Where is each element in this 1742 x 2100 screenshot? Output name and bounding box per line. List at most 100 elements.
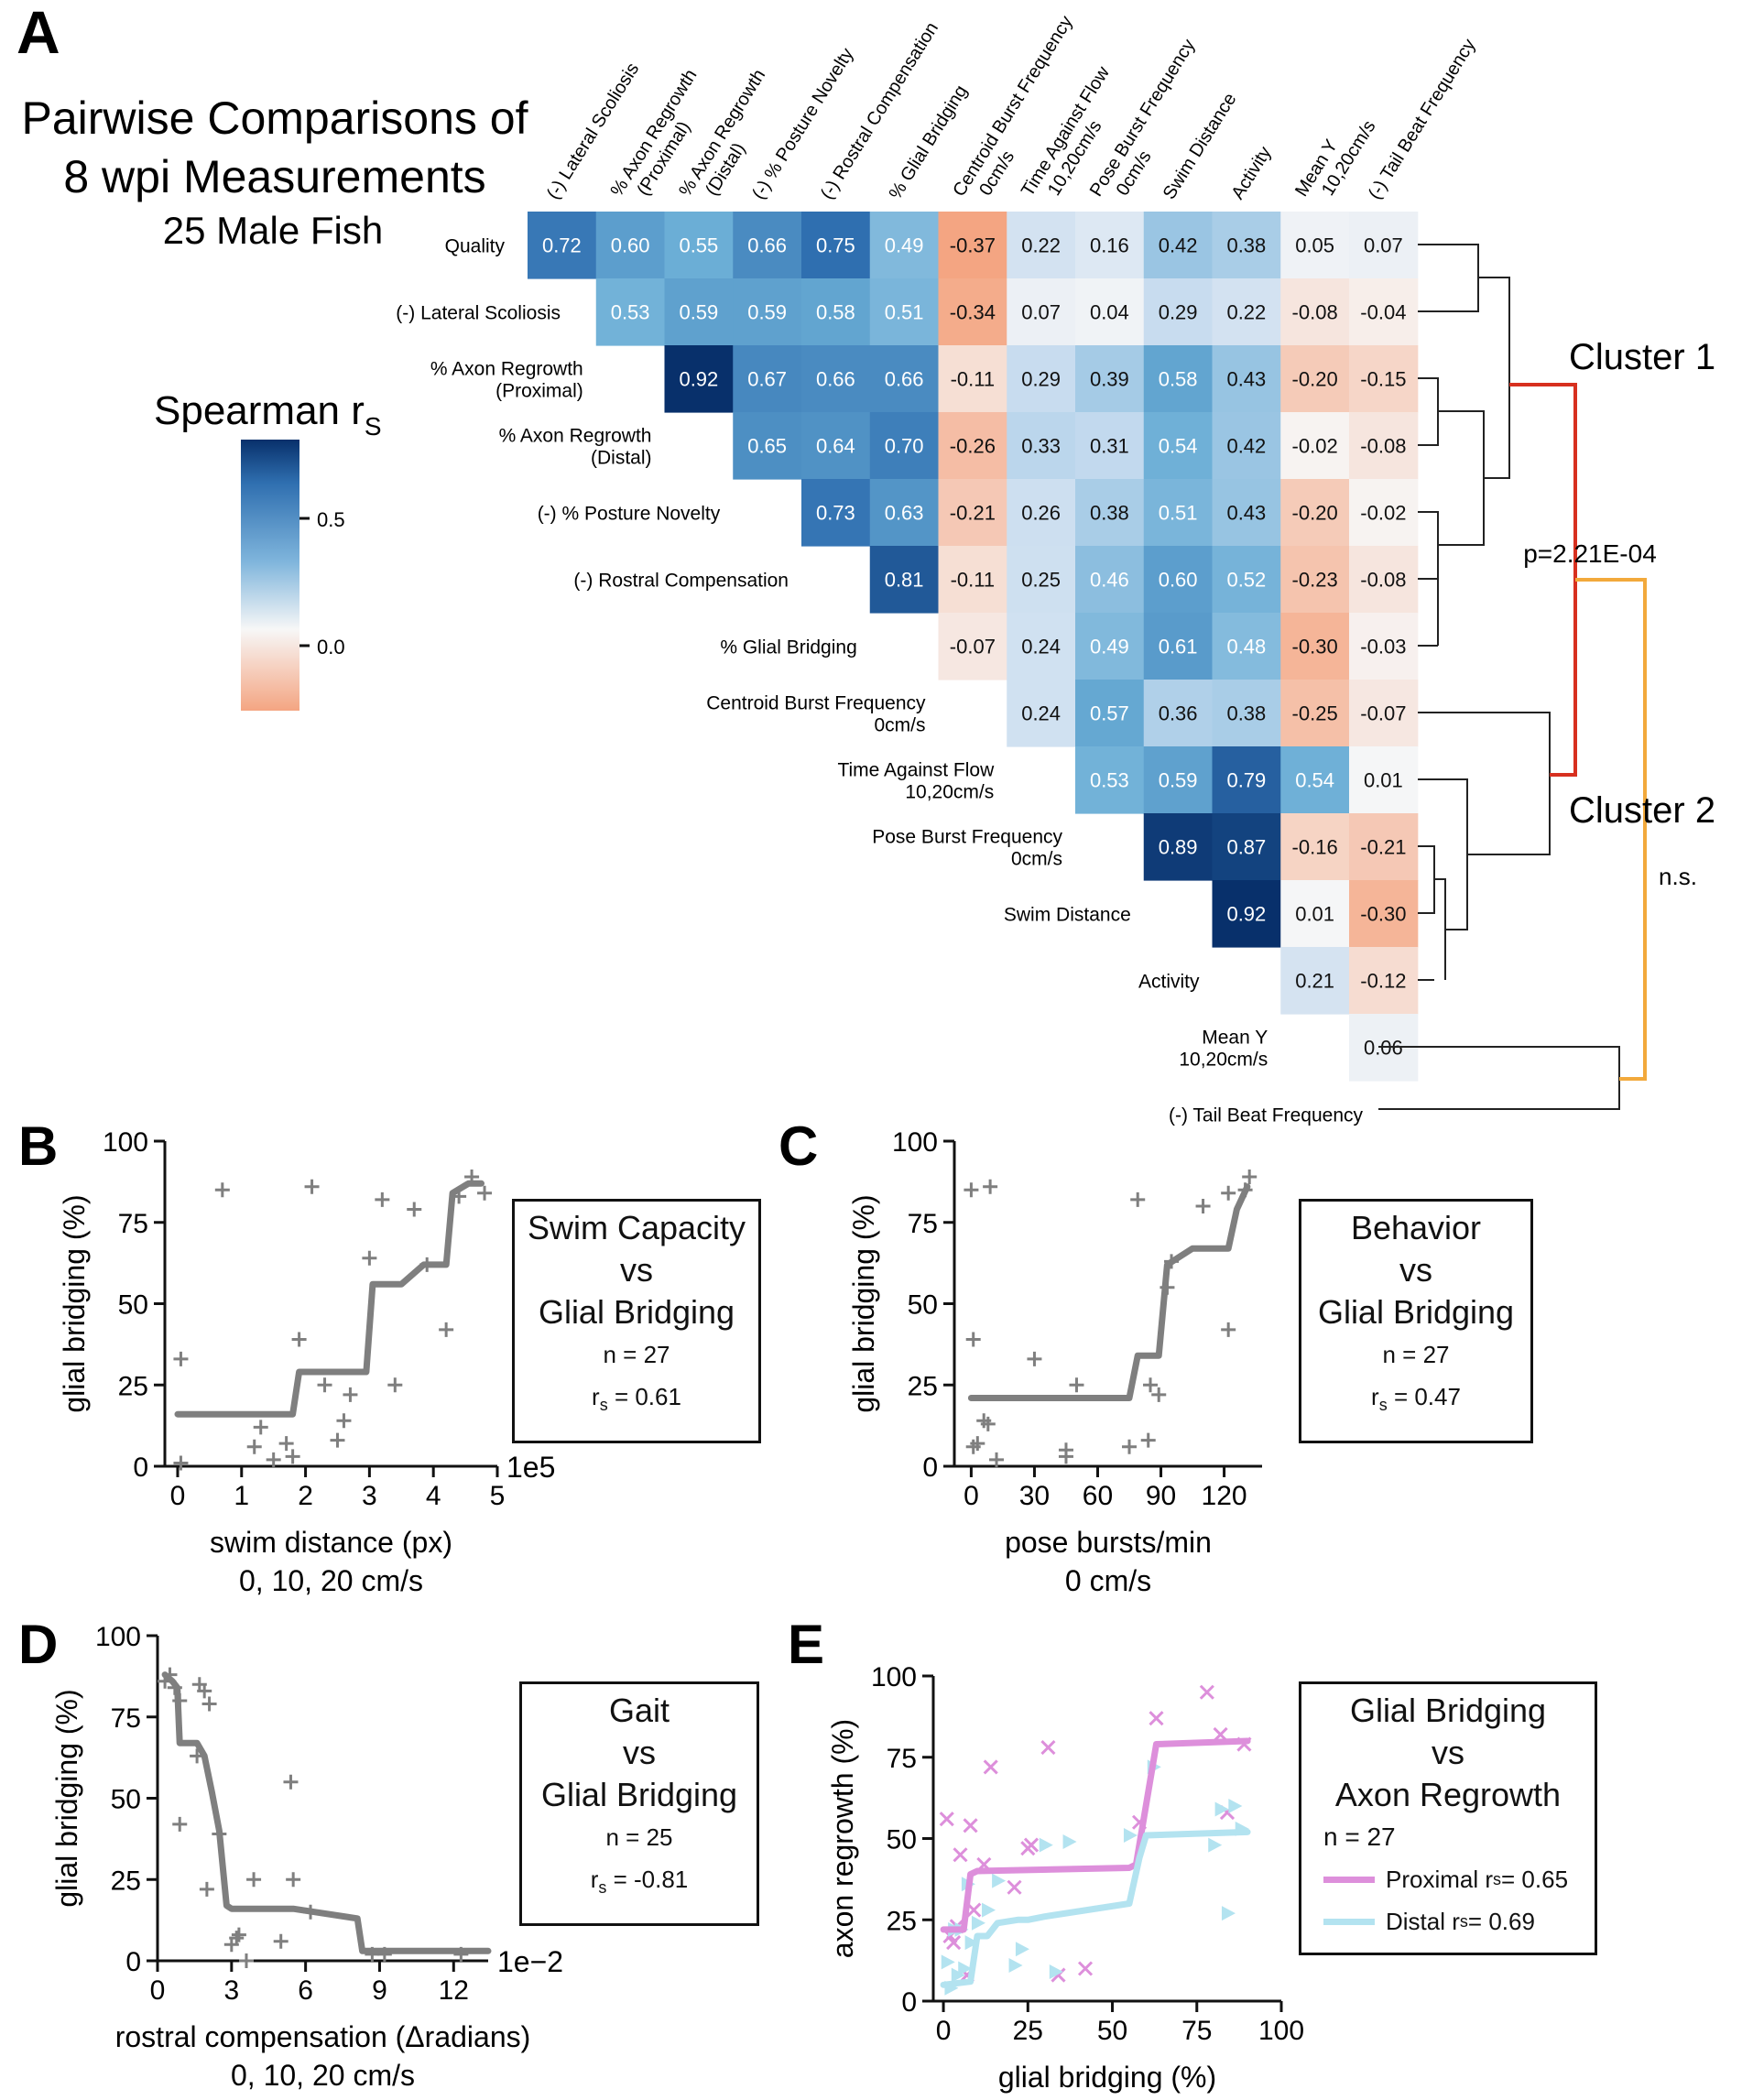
data-point: [1140, 1432, 1156, 1448]
data-point: [1058, 1442, 1073, 1458]
x-tick-label: 4: [426, 1481, 441, 1511]
title-line-1: Pairwise Comparisons of: [22, 92, 528, 144]
heatmap-cell-value: 0.51: [885, 301, 924, 324]
heatmap-cell: [1280, 947, 1350, 1015]
heatmap-row-label: Activity: [1138, 972, 1200, 993]
heatmap-cell-value: 0.07: [1021, 301, 1061, 324]
panel-c-info-box: Behavior vs Glial Bridging n = 27 rs = 0…: [1299, 1199, 1533, 1443]
heatmap-cell: [1143, 212, 1214, 279]
column-label-line: Activity: [1227, 143, 1275, 202]
heatmap-cell-value: 0.49: [1090, 636, 1129, 658]
panel-label-e: E: [788, 1614, 824, 1675]
data-point: [283, 1774, 299, 1790]
data-point: [970, 1436, 985, 1452]
heatmap-row-label: Mean Y 10,20cm/s: [1179, 1028, 1268, 1071]
heatmap-cell-value: 0.59: [1159, 769, 1198, 792]
heatmap-cell: [801, 479, 871, 547]
heatmap-cell-value: 0.72: [542, 234, 582, 257]
data-point: [1228, 1799, 1243, 1813]
heatmap-cell-value: -0.07: [950, 636, 996, 658]
heatmap-cell: [938, 546, 1007, 614]
heatmap-cell-value: 0.46: [1090, 569, 1129, 592]
data-point: [1221, 1185, 1236, 1201]
row-label-line: % Axon Regrowth: [430, 359, 583, 380]
heatmap-cell-value: 0.66: [816, 368, 855, 391]
row-label-line: (-) Tail Beat Frequency: [1169, 1105, 1364, 1126]
y-tick-label: 0: [133, 1453, 148, 1483]
dendrogram-branch: [1438, 410, 1485, 546]
panel-d-scatter: 0 3 6 9 12 0 25 50 75 100 1e−2 rostral compensation…: [50, 1622, 563, 2092]
dendrogram-branch: [1418, 377, 1439, 446]
heatmap-cell: [664, 278, 734, 346]
x-tick-label: 0: [964, 1481, 979, 1511]
heatmap-cell: [1280, 880, 1350, 948]
heatmap-cell: [938, 345, 1007, 413]
heatmap-cell-value: 0.81: [885, 569, 924, 592]
heatmap-cell-value: 0.31: [1090, 435, 1129, 458]
heatmap-cell: [1212, 680, 1281, 747]
data-point: [965, 1332, 981, 1347]
heatmap: 0.72 0.60 0.55 0.66 0.75 0.49 -0.37 0.22 0.16 0.4…: [528, 212, 1419, 1082]
heatmap-cell: [869, 278, 940, 346]
data-point: [231, 1927, 246, 1942]
y-tick-label: 75: [111, 1703, 141, 1734]
y-tick-label: 100: [871, 1662, 917, 1692]
heatmap-cell: [733, 212, 802, 279]
data-point: [1195, 1199, 1211, 1213]
heatmap-cell: [1212, 345, 1281, 413]
data-point: [407, 1202, 422, 1217]
heatmap-cell: [1349, 613, 1419, 680]
y-tick-label: 50: [118, 1290, 148, 1321]
x-axis-label-secondary: 0 cm/s: [1065, 1564, 1151, 1597]
heatmap-cell-value: 0.01: [1295, 903, 1334, 926]
heatmap-row-label: Centroid Burst Frequency 0cm/s: [706, 693, 926, 736]
heatmap-column-label: (-) Rostral Compensation: [817, 19, 942, 203]
heatmap-cell-value: 0.52: [1226, 569, 1266, 592]
data-point: [980, 1416, 996, 1431]
dendrogram-branch: [1478, 277, 1510, 479]
data-point: [1040, 1740, 1056, 1756]
column-label-line: (-) Rostral Compensation: [817, 19, 942, 203]
heatmap-cell: [938, 412, 1007, 480]
heatmap-cell-value: -0.16: [1292, 836, 1338, 859]
box-title-line: Gait: [608, 1692, 670, 1729]
fit-line-proximal: [940, 1737, 1251, 1933]
title-line-2: 8 wpi Measurements: [63, 151, 485, 202]
row-label-line: 0cm/s: [874, 715, 925, 736]
data-point: [1027, 1351, 1042, 1366]
box-title-line: vs: [1432, 1734, 1464, 1771]
fit-line: [967, 1183, 1251, 1401]
legend-proximal-swatch: [1323, 1876, 1375, 1883]
heatmap-cell-value: 0.25: [1021, 569, 1061, 592]
heatmap-cell-value: -0.11: [951, 368, 996, 391]
heatmap-cell-value: 0.33: [1021, 435, 1061, 458]
y-axis-label: glial bridging (%): [50, 1689, 83, 1907]
box-title-line: Glial Bridging: [540, 1776, 738, 1813]
x-tick-label: 6: [298, 1975, 313, 2006]
heatmap-cell: [1075, 613, 1145, 680]
x-tick-label: 12: [439, 1975, 469, 2006]
heatmap-cell-value: -0.15: [1360, 368, 1406, 391]
row-label-line: (-) Lateral Scoliosis: [396, 303, 561, 324]
heatmap-cell: [664, 212, 734, 279]
heatmap-cell-value: 0.07: [1364, 234, 1403, 257]
heatmap-cell: [1075, 479, 1145, 547]
heatmap-cell: [1007, 212, 1076, 279]
row-label-line: Pose Burst Frequency: [872, 827, 1062, 848]
heatmap-cell: [1143, 546, 1214, 614]
dendrogram-branch: [1418, 778, 1468, 930]
row-label-line: Swim Distance: [1004, 905, 1131, 926]
x-axis-label-secondary: 0, 10, 20 cm/s: [239, 1564, 423, 1597]
heatmap-cell: [1075, 345, 1145, 413]
heatmap-cell: [938, 278, 1007, 346]
y-tick-label: 50: [908, 1290, 938, 1321]
y-axis-label: glial bridging (%): [847, 1194, 880, 1412]
y-tick-label: 0: [125, 1947, 141, 1977]
heatmap-cell-value: -0.30: [1360, 903, 1406, 926]
heatmap-cell: [1143, 412, 1214, 480]
heatmap-cell: [869, 479, 940, 547]
dendrogram-branch: [1418, 712, 1551, 855]
heatmap-cell: [1349, 212, 1419, 279]
heatmap-cell: [1075, 212, 1145, 279]
